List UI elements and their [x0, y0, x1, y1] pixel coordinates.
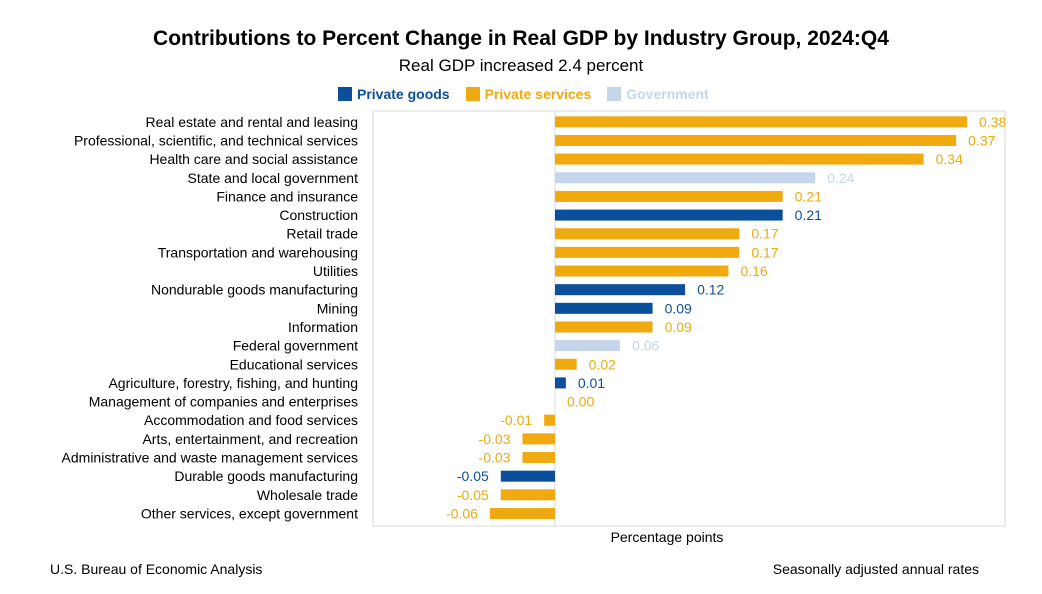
- data-label: -0.03: [479, 450, 511, 466]
- category-label: Retail trade: [286, 226, 358, 242]
- x-axis-label: Percentage points: [611, 529, 724, 545]
- legend-item-private-services: Private services: [465, 86, 592, 102]
- bar: [555, 358, 577, 370]
- category-label: Construction: [279, 207, 358, 223]
- rates-note: Seasonally adjusted annual rates: [772, 561, 979, 577]
- legend-item-government: Government: [607, 86, 709, 102]
- category-label: Management of companies and enterprises: [89, 394, 358, 410]
- bar: [522, 452, 555, 464]
- data-label: -0.05: [457, 468, 489, 484]
- data-label: 0.21: [795, 188, 822, 204]
- category-label: Transportation and warehousing: [158, 244, 358, 260]
- bar: [555, 134, 957, 146]
- data-label: 0.06: [632, 338, 659, 354]
- category-label: Agriculture, forestry, fishing, and hunt…: [108, 375, 358, 391]
- data-label: 0.17: [751, 226, 778, 242]
- bar: [555, 377, 566, 389]
- category-label: Health care and social assistance: [149, 151, 358, 167]
- category-label: Other services, except government: [141, 505, 358, 521]
- bar: [555, 302, 653, 314]
- bar: [489, 507, 555, 519]
- category-label: State and local government: [188, 170, 359, 186]
- legend-label-private-goods: Private goods: [357, 86, 450, 102]
- legend-swatch-private-services: [465, 87, 480, 101]
- data-label: 0.09: [665, 300, 692, 316]
- data-label: 0.17: [751, 244, 778, 260]
- legend-label-government: Government: [626, 86, 709, 102]
- chart-legend: Private goods Private services Governmen…: [338, 84, 725, 104]
- bar: [555, 265, 729, 277]
- bar: [555, 209, 783, 221]
- bar: [555, 153, 924, 165]
- bar: [500, 470, 555, 482]
- data-label: 0.12: [697, 282, 724, 298]
- category-label: Real estate and rental and leasing: [146, 114, 358, 130]
- bar: [555, 246, 740, 258]
- category-label: Administrative and waste management serv…: [62, 450, 358, 466]
- category-label: Utilities: [313, 263, 358, 279]
- bar: [555, 228, 740, 240]
- data-label: 0.02: [589, 356, 616, 372]
- data-label: -0.06: [446, 505, 478, 521]
- data-label: -0.05: [457, 487, 489, 503]
- legend-item-private-goods: Private goods: [338, 86, 450, 102]
- chart-subtitle: Real GDP increased 2.4 percent: [398, 56, 644, 75]
- data-label: 0.00: [567, 394, 594, 410]
- source-note: U.S. Bureau of Economic Analysis: [50, 561, 263, 577]
- bar: [555, 321, 653, 333]
- bar: [555, 172, 816, 184]
- bar: [544, 414, 555, 426]
- data-label: 0.21: [795, 207, 822, 223]
- category-label: Arts, entertainment, and recreation: [142, 431, 358, 447]
- legend-swatch-private-goods: [338, 87, 352, 101]
- category-label: Durable goods manufacturing: [174, 468, 358, 484]
- data-label: 0.37: [968, 132, 995, 148]
- data-label: 0.34: [936, 151, 963, 167]
- data-label: 0.01: [578, 375, 605, 391]
- bar: [500, 489, 555, 501]
- data-label: 0.16: [740, 263, 767, 279]
- category-label: Information: [288, 319, 358, 335]
- bar: [555, 116, 967, 128]
- category-label: Finance and insurance: [216, 188, 358, 204]
- category-label: Federal government: [233, 338, 358, 354]
- data-label: 0.09: [665, 319, 692, 335]
- data-label: 0.24: [827, 170, 854, 186]
- data-label: 0.38: [979, 114, 1006, 130]
- chart-title: Contributions to Percent Change in Real …: [153, 27, 889, 50]
- category-label: Accommodation and food services: [144, 412, 358, 428]
- category-label: Nondurable goods manufacturing: [151, 282, 358, 298]
- bar: [555, 190, 783, 202]
- legend-swatch-government: [607, 87, 622, 101]
- plot-area: [372, 110, 1006, 527]
- data-label: -0.03: [479, 431, 511, 447]
- category-label: Mining: [317, 300, 358, 316]
- data-label: -0.01: [500, 412, 532, 428]
- legend-label-private-services: Private services: [484, 86, 592, 102]
- category-label: Professional, scientific, and technical …: [74, 132, 358, 148]
- category-label: Wholesale trade: [257, 487, 358, 503]
- bar: [555, 340, 621, 352]
- bar: [555, 284, 686, 296]
- bar: [522, 433, 555, 445]
- category-label: Educational services: [230, 356, 358, 372]
